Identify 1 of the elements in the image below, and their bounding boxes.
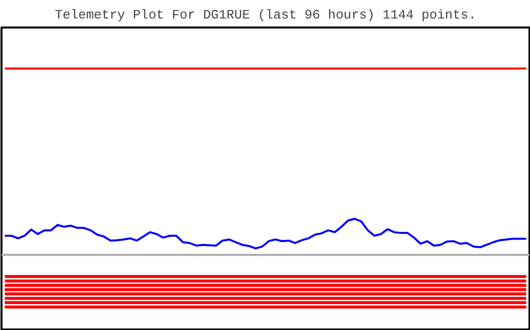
chart-title: Telemetry Plot For DG1RUE (last 96 hours) 1144 points. (54, 8, 476, 22)
